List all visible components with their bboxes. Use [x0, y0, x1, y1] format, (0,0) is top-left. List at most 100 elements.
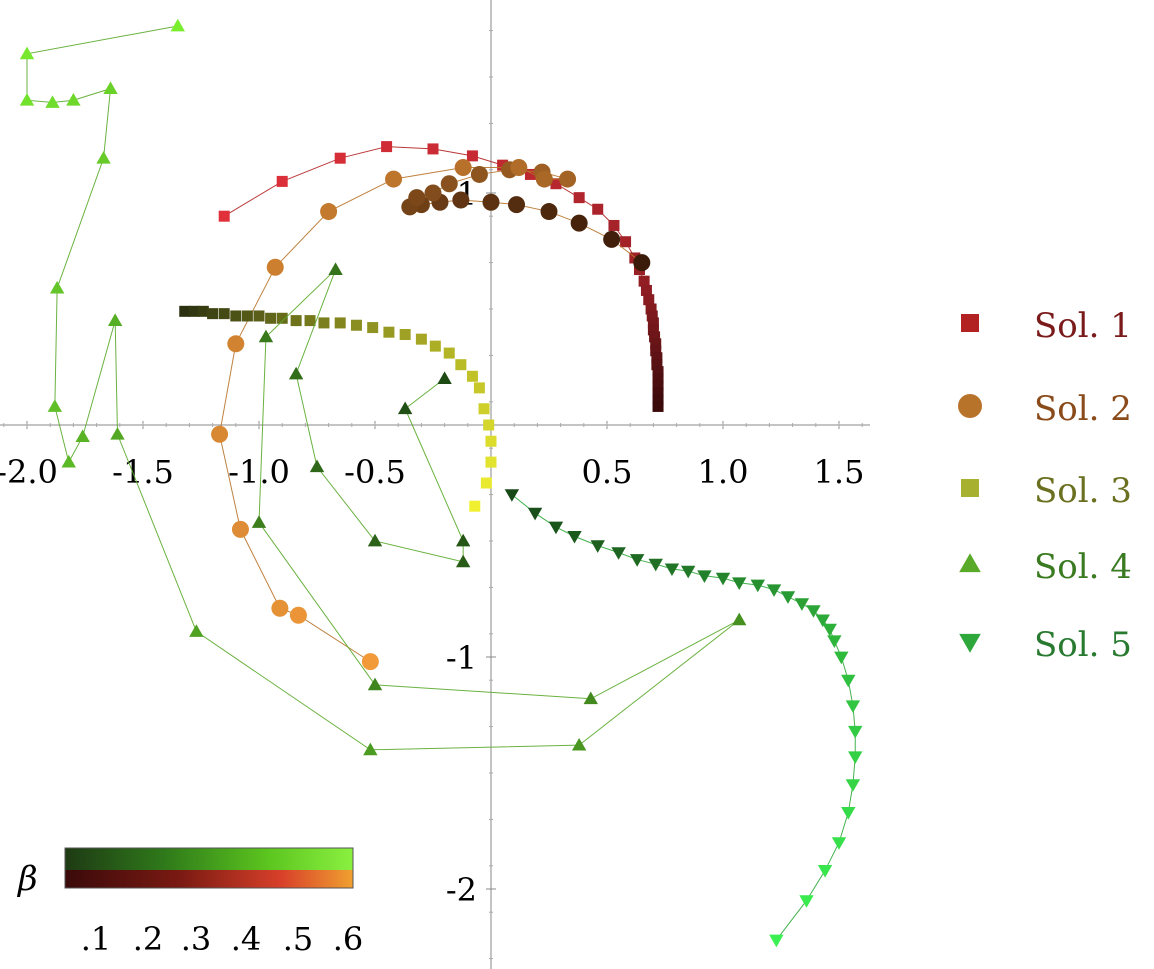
series-3-point — [334, 317, 346, 329]
series-4-point — [288, 366, 304, 380]
series-2-point — [266, 258, 284, 276]
series-4-point — [367, 677, 383, 691]
series-1-point — [381, 141, 393, 153]
series-3-point — [480, 477, 492, 489]
series-1-point — [652, 380, 664, 392]
series-1-point — [334, 152, 346, 164]
series-4-point — [437, 371, 452, 384]
series-3-point — [383, 326, 395, 338]
series-4-point — [170, 18, 185, 32]
series-2-point — [385, 170, 403, 188]
x-tick-label: -1.5 — [112, 453, 174, 491]
series-2-point — [454, 158, 472, 176]
series-3-point — [469, 500, 481, 512]
colorbar-tick-label: .6 — [333, 920, 364, 958]
series-3-point — [197, 305, 209, 317]
series-1-point — [652, 387, 664, 399]
series-5-point — [848, 751, 863, 764]
series-1-point — [646, 310, 658, 322]
series-layer — [19, 18, 863, 948]
series-5-point — [715, 572, 731, 586]
series-5-point — [769, 934, 784, 948]
series-2-point — [559, 170, 577, 188]
series-4-point — [251, 515, 267, 528]
series-3-point — [443, 347, 455, 359]
series-4-point — [258, 329, 274, 343]
x-tick-label: -1.0 — [228, 453, 290, 491]
series-4-point — [397, 401, 413, 415]
series-4-point — [309, 459, 325, 473]
series-2-point — [510, 158, 528, 176]
series-5-point — [841, 674, 856, 688]
series-2-point — [408, 189, 426, 207]
series-1-point — [573, 192, 585, 204]
series-5-point — [697, 570, 712, 583]
series-5-point — [831, 837, 847, 850]
series-1-point — [650, 345, 662, 357]
series-3-point — [241, 310, 253, 322]
series-4-point — [96, 151, 111, 164]
series-1-point — [276, 175, 288, 187]
x-tick-label: -0.5 — [344, 453, 406, 491]
legend-marker-3 — [961, 479, 979, 497]
series-2-point — [540, 203, 558, 221]
series-4-point — [107, 313, 123, 326]
series-5-point — [548, 521, 564, 535]
series-3-point — [485, 435, 497, 447]
series-4-point — [367, 533, 383, 547]
colorbar-bottom-band — [65, 870, 353, 888]
colorbar-tick-label: .3 — [181, 920, 212, 958]
series-5-point — [780, 591, 796, 604]
series-4-point — [328, 262, 343, 275]
series-5-point — [629, 554, 645, 567]
series-3-point — [350, 319, 362, 331]
legend-marker-1 — [961, 314, 979, 332]
series-5-point — [590, 540, 605, 553]
series-3-point — [207, 308, 219, 320]
series-3-point — [318, 317, 330, 329]
series-1-point — [647, 324, 659, 336]
series-3-point — [399, 329, 411, 341]
series-1-point — [652, 393, 664, 405]
series-1-point — [650, 338, 662, 350]
series-3-point — [478, 403, 490, 415]
series-3-point — [218, 308, 230, 320]
series-5-point — [504, 489, 520, 502]
series-1-point — [427, 143, 439, 155]
series-5-point — [611, 547, 626, 560]
series-2-point — [470, 165, 488, 183]
series-1-point — [608, 219, 620, 231]
series-2-point — [424, 184, 442, 202]
series-4-point — [189, 624, 204, 637]
series-5-point — [648, 558, 663, 572]
series-3-point — [415, 333, 427, 345]
series-2-point — [440, 175, 458, 193]
series-2-point — [603, 230, 621, 248]
series-5-point — [834, 651, 849, 665]
series-4-point — [45, 95, 60, 108]
series-2-point — [570, 214, 588, 232]
colorbar-tick-label: .4 — [231, 920, 262, 958]
colorbar: β .1 .2 .3 .4 .5 .6 — [16, 847, 364, 958]
series-4-point — [47, 399, 63, 412]
series-1-point — [651, 359, 663, 371]
series-1-point — [640, 284, 652, 296]
series-4-point — [571, 737, 587, 751]
series-3-point — [290, 315, 302, 327]
colorbar-label: β — [16, 859, 38, 899]
legend-marker-5 — [959, 633, 981, 653]
legend-label-2: Sol. 2 — [1034, 389, 1132, 429]
series-5-point — [750, 579, 765, 593]
y-tick-label: -2 — [446, 871, 477, 909]
legend-label-3: Sol. 3 — [1034, 471, 1132, 511]
series-4-point — [61, 454, 76, 468]
x-tick-label: -2.0 — [0, 453, 58, 491]
series-3-point — [304, 315, 316, 327]
series-1-point — [638, 275, 650, 287]
series-1-point — [643, 294, 655, 306]
x-tick-label: 0.5 — [582, 453, 633, 491]
series-4-point — [75, 429, 90, 442]
series-1-point — [550, 178, 562, 190]
series-5-point — [799, 895, 814, 908]
x-tick-label: 1.5 — [814, 453, 865, 491]
